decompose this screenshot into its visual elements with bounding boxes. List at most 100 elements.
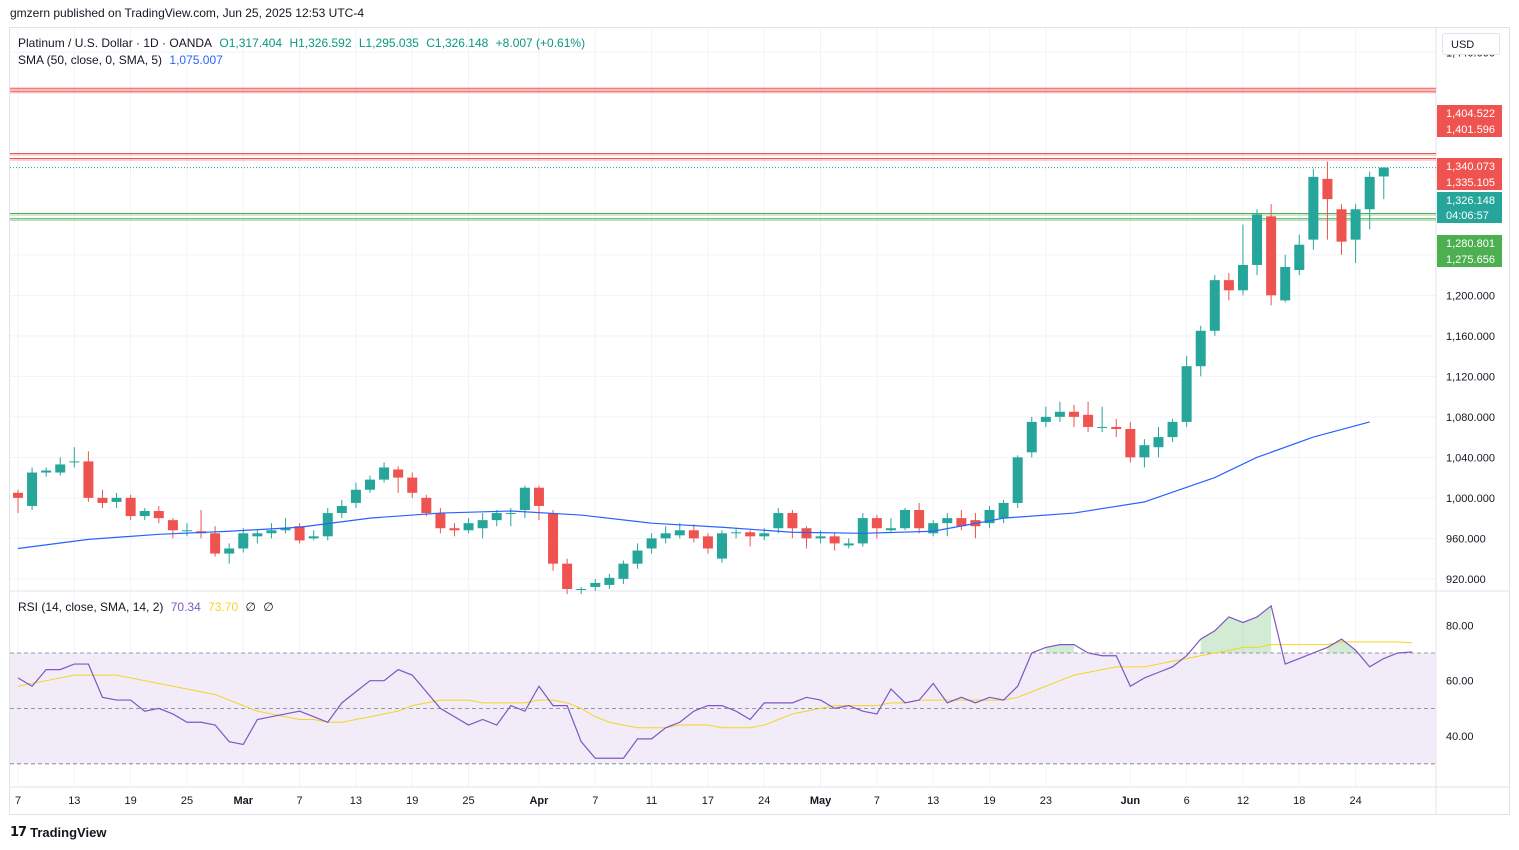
- candle-up: [815, 536, 826, 539]
- price-badge-label: 1,280.801: [1446, 238, 1495, 250]
- candle-up: [463, 523, 474, 531]
- candle-down: [871, 518, 882, 529]
- candle-down: [787, 513, 798, 529]
- candle-up: [1252, 214, 1263, 265]
- sma-value: 1,075.007: [169, 53, 223, 67]
- candle-down: [1083, 414, 1094, 427]
- ohlc-close: C1,326.148: [426, 36, 489, 50]
- candle-up: [280, 528, 291, 531]
- price-badge: [1437, 105, 1502, 121]
- rsi-tick-label: 40.00: [1446, 731, 1474, 743]
- price-tick-label: 960.000: [1446, 533, 1486, 545]
- price-badge-label: 04:06:57: [1446, 210, 1489, 222]
- candle-down: [97, 497, 108, 503]
- price-tick-label: 1,160.000: [1446, 331, 1495, 343]
- candle-down: [153, 511, 164, 519]
- candle-up: [379, 467, 390, 480]
- candle-down: [435, 513, 446, 529]
- candle-up: [1181, 366, 1192, 422]
- time-tick-label: May: [810, 795, 832, 807]
- candle-up: [505, 513, 516, 515]
- price-badge: [1437, 207, 1502, 223]
- currency-button[interactable]: USD: [1442, 33, 1500, 55]
- symbol-title[interactable]: Platinum / U.S. Dollar · 1D · OANDA: [18, 36, 213, 50]
- candle-up: [491, 513, 502, 521]
- candle-down: [125, 497, 136, 517]
- candle-up: [773, 513, 784, 529]
- time-tick-label: 7: [874, 795, 880, 807]
- candle-down: [167, 520, 178, 531]
- time-tick-label: 12: [1237, 795, 1249, 807]
- candle-down: [1111, 426, 1122, 429]
- candle-up: [111, 497, 122, 502]
- candle-up: [350, 489, 361, 503]
- candle-up: [69, 461, 80, 463]
- candle-down: [956, 518, 967, 527]
- rsi-tick-label: 80.00: [1446, 620, 1474, 632]
- candle-down: [801, 528, 812, 539]
- candle-down: [562, 563, 573, 589]
- rsi-overbought-fill: [1200, 605, 1272, 653]
- candle-up: [477, 520, 488, 529]
- candle-up: [1308, 176, 1319, 240]
- candle-up: [1097, 426, 1108, 428]
- candle-up: [365, 479, 375, 490]
- candle-down: [548, 513, 559, 564]
- candle-up: [843, 543, 854, 546]
- sma-label[interactable]: SMA (50, close, 0, SMA, 5): [18, 53, 163, 67]
- sma-line: [17, 421, 1370, 550]
- candle-up: [27, 472, 38, 506]
- time-tick-label: 24: [758, 795, 770, 807]
- chart-frame: [9, 27, 1510, 815]
- candle-up: [1280, 266, 1291, 301]
- price-badge-label: 1,401.596: [1446, 124, 1495, 136]
- candle-up: [900, 510, 911, 529]
- time-tick-label: 17: [702, 795, 714, 807]
- rsi-label[interactable]: RSI (14, close, SMA, 14, 2): [18, 600, 164, 614]
- rsi-legend: RSI (14, close, SMA, 14, 2) 70.34 73.70 …: [18, 600, 278, 614]
- time-tick-label: 11: [646, 795, 657, 807]
- candle-down: [393, 469, 404, 478]
- candle-up: [885, 528, 896, 531]
- candle-up: [1237, 264, 1248, 291]
- candle-up: [1054, 411, 1065, 417]
- candle-up: [1012, 457, 1023, 503]
- footer-brand[interactable]: 𝟭𝟳 TradingView: [10, 824, 106, 840]
- candle-up: [618, 563, 629, 579]
- candle-up: [717, 533, 727, 559]
- candle-up: [1350, 209, 1361, 240]
- time-tick-label: 18: [1293, 795, 1305, 807]
- price-badge: [1437, 235, 1502, 251]
- candle-up: [1040, 416, 1051, 422]
- sma-legend: SMA (50, close, 0, SMA, 5) 1,075.007: [18, 53, 227, 67]
- price-badge: [1437, 121, 1502, 137]
- time-tick-label: 24: [1349, 795, 1361, 807]
- ohlc-low: L1,295.035: [358, 36, 419, 50]
- candle-down: [914, 510, 925, 529]
- footer-brand-label: TradingView: [30, 824, 107, 840]
- candle-up: [646, 538, 657, 549]
- price-tick-label: 1,080.000: [1446, 412, 1495, 424]
- time-tick-label: 23: [1040, 795, 1052, 807]
- ohlc-high: H1,326.592: [289, 36, 352, 50]
- price-tick-label: 1,200.000: [1446, 290, 1495, 302]
- publish-header: gmzern published on TradingView.com, Jun…: [10, 6, 364, 20]
- time-tick-label: 19: [983, 795, 995, 807]
- rsi-tick-label: 60.00: [1446, 676, 1474, 688]
- candle-down: [829, 536, 840, 544]
- time-tick-label: Jun: [1121, 795, 1141, 807]
- candle-up: [519, 487, 530, 511]
- candle-up: [660, 533, 671, 539]
- candle-up: [336, 505, 347, 514]
- candle-up: [308, 536, 319, 539]
- rsi-overbought-fill: [1045, 644, 1074, 653]
- time-tick-label: 19: [406, 795, 418, 807]
- price-badge: [1437, 158, 1502, 174]
- candle-up: [1167, 421, 1178, 438]
- price-badge-label: 1,275.656: [1446, 254, 1495, 266]
- candle-up: [590, 582, 601, 587]
- candle-down: [533, 487, 544, 506]
- candle-down: [294, 526, 305, 541]
- price-badge-label: 1,340.073: [1446, 161, 1495, 173]
